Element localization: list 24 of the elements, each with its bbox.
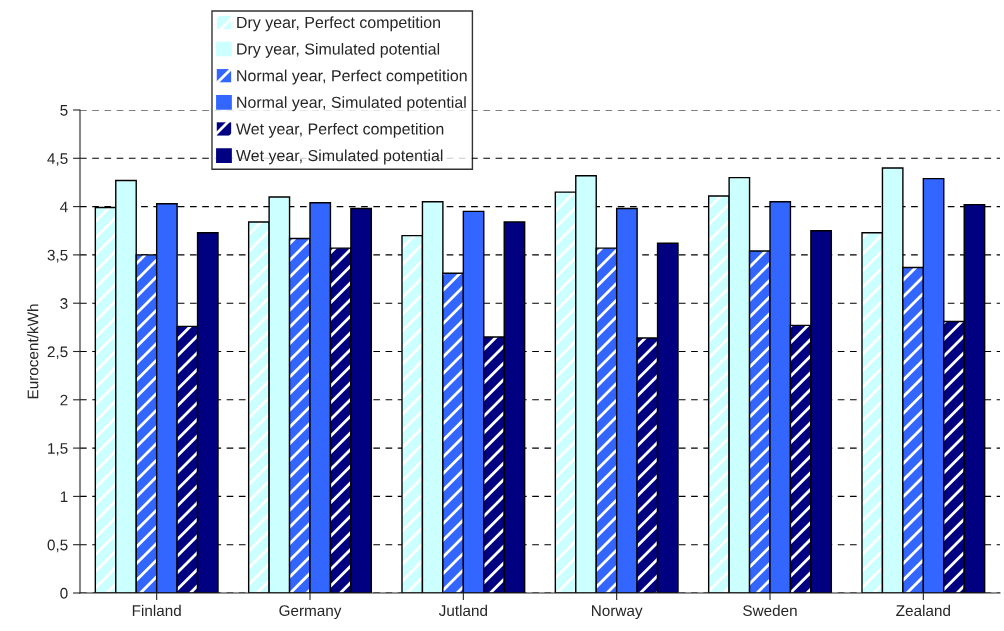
- legend-label: Normal year, Simulated potential: [237, 96, 466, 112]
- legend-label: Dry year, Simulated potential: [237, 42, 440, 58]
- y-tick-label: 2: [60, 394, 68, 406]
- y-tick-label: 3,5: [47, 249, 68, 263]
- legend-label: Wet year, Simulated potential: [236, 149, 443, 165]
- x-tick-label: Norway: [592, 605, 643, 620]
- legend-label: Wet year, Perfect competition: [236, 122, 444, 138]
- y-tick-label: 4: [60, 201, 68, 213]
- legend-label: Dry year, Perfect competition: [237, 16, 440, 32]
- y-tick-label: 4,5: [47, 153, 68, 166]
- y-axis-title: Eurocent/kWh: [27, 304, 39, 399]
- x-tick-label: Sweden: [743, 604, 797, 617]
- x-tick-label: Jutland: [438, 604, 487, 617]
- y-tick-label: 1,5: [48, 443, 68, 456]
- x-tick-label: Germany: [279, 605, 342, 620]
- x-tick-label: Finland: [132, 604, 181, 617]
- y-tick-label: 0: [60, 587, 68, 599]
- y-tick-label: 0,5: [47, 539, 68, 553]
- y-tick-label: 5: [60, 105, 68, 116]
- y-tick-label: 3: [60, 298, 68, 309]
- y-tick-label: 1: [60, 491, 68, 502]
- x-tick-label: Zealand: [896, 604, 950, 617]
- legend-label: Normal year, Perfect competition: [237, 69, 467, 85]
- y-tick-label: 2,5: [47, 346, 68, 359]
